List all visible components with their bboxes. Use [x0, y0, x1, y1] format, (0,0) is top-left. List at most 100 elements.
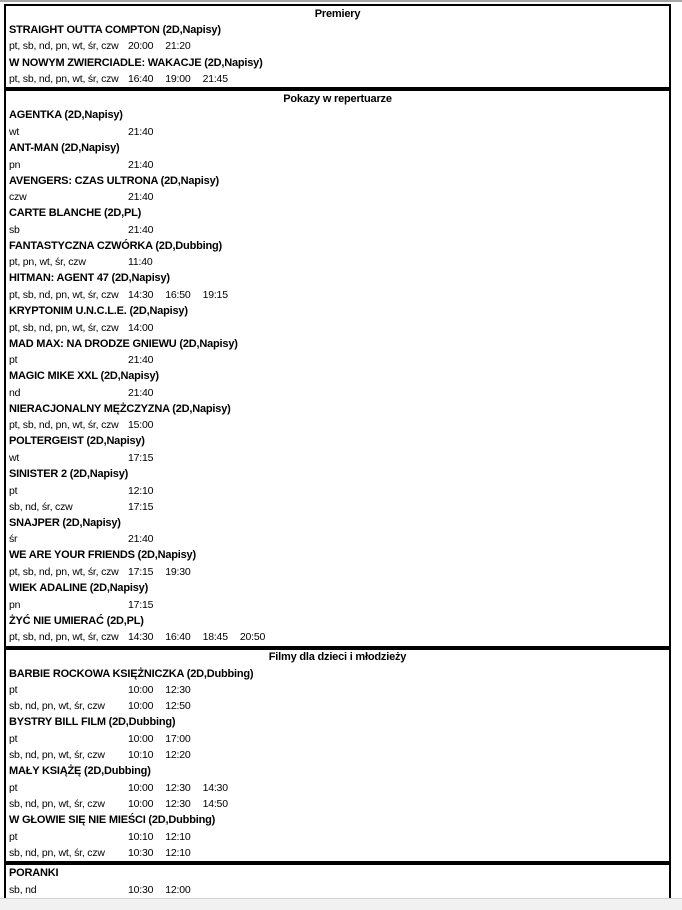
- movie-title-row: MAGIC MIKE XXL (2D,Napisy): [6, 369, 669, 385]
- showtime-list: 21:40: [128, 355, 153, 366]
- showtime-list: 17:15: [128, 453, 153, 464]
- showtime-row: pt, sb, nd, pn, wt, śr, czw 20:00 21:20: [6, 39, 669, 55]
- showtime: 21:40: [128, 223, 154, 236]
- showtime: 21:40: [128, 158, 154, 171]
- days-label: czw: [9, 191, 27, 204]
- days-label: śr: [9, 533, 18, 546]
- movie-title: BYSTRY BILL FILM (2D,Dubbing): [9, 716, 176, 729]
- days-label: sb, nd, pn, wt, śr, czw: [9, 749, 105, 762]
- showtime: 12:10: [165, 830, 191, 843]
- showtime-row: pt, sb, nd, pn, wt, śr, czw 16:40 19:00 21:…: [6, 71, 669, 87]
- movie-title-row: SNAJPER (2D,Napisy): [6, 515, 669, 531]
- showtime: 21:45: [202, 73, 228, 86]
- showtime: 17:15: [128, 500, 154, 513]
- showtime-row: sb 21:40: [6, 222, 669, 238]
- showtime-list: 14:30 16:40 18:45 20:50: [128, 632, 265, 643]
- movie-title: CARTE BLANCHE (2D,PL): [9, 207, 142, 220]
- days-label: pt: [9, 484, 18, 497]
- movie-title: AGENTKA (2D,Napisy): [9, 109, 123, 122]
- movie-title-row: WE ARE YOUR FRIENDS (2D,Napisy): [6, 548, 669, 564]
- showtime-row: sb, nd 10:30 12:00: [6, 882, 669, 898]
- days-label: pt, sb, nd, pn, wt, śr, czw: [9, 73, 119, 86]
- showtime-list: 14:00: [128, 323, 153, 334]
- movie-title: W GŁOWIE SIĘ NIE MIEŚCI (2D,Dubbing): [9, 814, 216, 827]
- showtime-row: nd 21:40: [6, 385, 669, 401]
- showtime-row: sb, nd, pn, wt, śr, czw 10:00 12:50: [6, 698, 669, 714]
- movie-title: HITMAN: AGENT 47 (2D,Napisy): [9, 272, 170, 285]
- movie-title-row: AGENTKA (2D,Napisy): [6, 108, 669, 124]
- showtime: 12:00: [165, 883, 191, 896]
- showtime: 14:30: [128, 631, 154, 644]
- showtime-list: 20:00 21:20: [128, 41, 191, 52]
- movie-title-row: CARTE BLANCHE (2D,PL): [6, 206, 669, 222]
- showtime: 15:00: [128, 419, 154, 432]
- movie-title: ŻYĆ NIE UMIERAĆ (2D,PL): [9, 614, 144, 627]
- showtime-list: 10:00 12:50: [128, 701, 191, 712]
- showtime: 21:40: [128, 386, 154, 399]
- movie-title-row: NIERACJONALNY MĘŻCZYZNA (2D,Napisy): [6, 401, 669, 417]
- showtime: 21:40: [128, 533, 154, 546]
- schedule-sections: Premiery STRAIGHT OUTTA COMPTON (2D,Napis…: [0, 4, 682, 901]
- days-label: sb: [9, 223, 20, 236]
- schedule-section-box: PORANKI sb, nd 10:30 12:00: [4, 863, 671, 901]
- movie-title: WE ARE YOUR FRIENDS (2D,Napisy): [9, 549, 196, 562]
- showtime: 10:10: [128, 830, 154, 843]
- showtime-row: wt 21:40: [6, 124, 669, 140]
- showtime-list: 12:10: [128, 484, 154, 497]
- days-label: pt, pn, wt, śr, czw: [9, 256, 86, 269]
- showtime-list: 10:10 12:10: [128, 832, 191, 843]
- movie-title: SINISTER 2 (2D,Napisy): [9, 467, 129, 480]
- section-header: PORANKI: [9, 867, 59, 880]
- movie-title: MAGIC MIKE XXL (2D,Napisy): [9, 370, 159, 383]
- showtime-row: sb, nd, śr, czw 17:15: [6, 499, 669, 515]
- days-label: nd: [9, 386, 21, 399]
- showtime: 12:30: [165, 684, 191, 697]
- showtime-list: 14:30 16:50 19:15: [128, 290, 228, 301]
- movie-title: MAD MAX: NA DRODZE GNIEWU (2D,Napisy): [9, 337, 238, 350]
- showtime-row: sb, nd, pn, wt, śr, czw 10:00 12:30 14:50: [6, 796, 669, 812]
- showtime: 21:40: [128, 125, 154, 138]
- showtime-list: 10:00 12:30 14:30: [128, 783, 228, 794]
- showtime-list: 21:40: [128, 127, 153, 138]
- showtime-row: pt, sb, nd, pn, wt, śr, czw 14:30 16:40 18:…: [6, 629, 669, 645]
- showtime: 12:10: [128, 484, 154, 497]
- days-label: sb, nd, pn, wt, śr, czw: [9, 798, 105, 811]
- showtime-row: pn 21:40: [6, 157, 669, 173]
- movie-title: W NOWYM ZWIERCIADLE: WAKACJE (2D,Napisy): [9, 56, 263, 69]
- movie-title-row: SINISTER 2 (2D,Napisy): [6, 466, 669, 482]
- movie-title: FANTASTYCZNA CZWÓRKA (2D,Dubbing): [9, 239, 222, 252]
- showtime: 10:10: [128, 749, 154, 762]
- showtime-list: 21:40: [128, 225, 153, 236]
- showtime-row: pt 10:00 17:00: [6, 731, 669, 747]
- showtime-row: pt, sb, nd, pn, wt, śr, czw 14:30 16:50 19:…: [6, 287, 669, 303]
- movie-title: MAŁY KSIĄŻĘ (2D,Dubbing): [9, 765, 151, 778]
- schedule-section-box: Filmy dla dzieci i młodzieży BARBIE ROCKO…: [4, 647, 671, 864]
- showtime-list: 17:15 19:30: [128, 567, 191, 578]
- showtime: 17:15: [128, 565, 154, 578]
- showtime-row: wt 17:15: [6, 450, 669, 466]
- days-label: pt: [9, 830, 18, 843]
- showtime: 20:50: [239, 631, 266, 644]
- showtime-row: sb, nd, pn, wt, śr, czw 10:10 12:20: [6, 747, 669, 763]
- schedule-section-box: Premiery STRAIGHT OUTTA COMPTON (2D,Napis…: [4, 4, 671, 90]
- showtime: 17:00: [165, 732, 191, 745]
- showtime: 14:30: [202, 781, 228, 794]
- movie-title-row: BYSTRY BILL FILM (2D,Dubbing): [6, 715, 669, 731]
- schedule-section-box: Pokazy w repertuarze AGENTKA (2D,Napisy) w…: [4, 89, 671, 648]
- days-label: wt: [9, 451, 20, 464]
- showtime-row: pt, sb, nd, pn, wt, śr, czw 15:00: [6, 417, 669, 433]
- days-label: pt: [9, 354, 18, 367]
- showtime-row: pt, pn, wt, śr, czw 11:40: [6, 254, 669, 270]
- movie-title-row: MAD MAX: NA DRODZE GNIEWU (2D,Napisy): [6, 336, 669, 352]
- showtime: 12:10: [165, 847, 191, 860]
- section-header: Pokazy w repertuarze: [283, 93, 392, 106]
- showtime-row: pn 17:15: [6, 597, 669, 613]
- showtime: 20:00: [128, 40, 154, 53]
- movie-title: BARBIE ROCKOWA KSIĘŻNICZKA (2D,Dubbing): [9, 667, 254, 680]
- days-label: pt, sb, nd, pn, wt, śr, czw: [9, 40, 119, 53]
- showtime-list: 10:10 12:20: [128, 750, 191, 761]
- showtime: 10:30: [128, 847, 154, 860]
- showtime-list: 10:00 12:30: [128, 685, 191, 696]
- movie-title-row: W GŁOWIE SIĘ NIE MIEŚCI (2D,Dubbing): [6, 813, 669, 829]
- movie-title: SNAJPER (2D,Napisy): [9, 516, 121, 529]
